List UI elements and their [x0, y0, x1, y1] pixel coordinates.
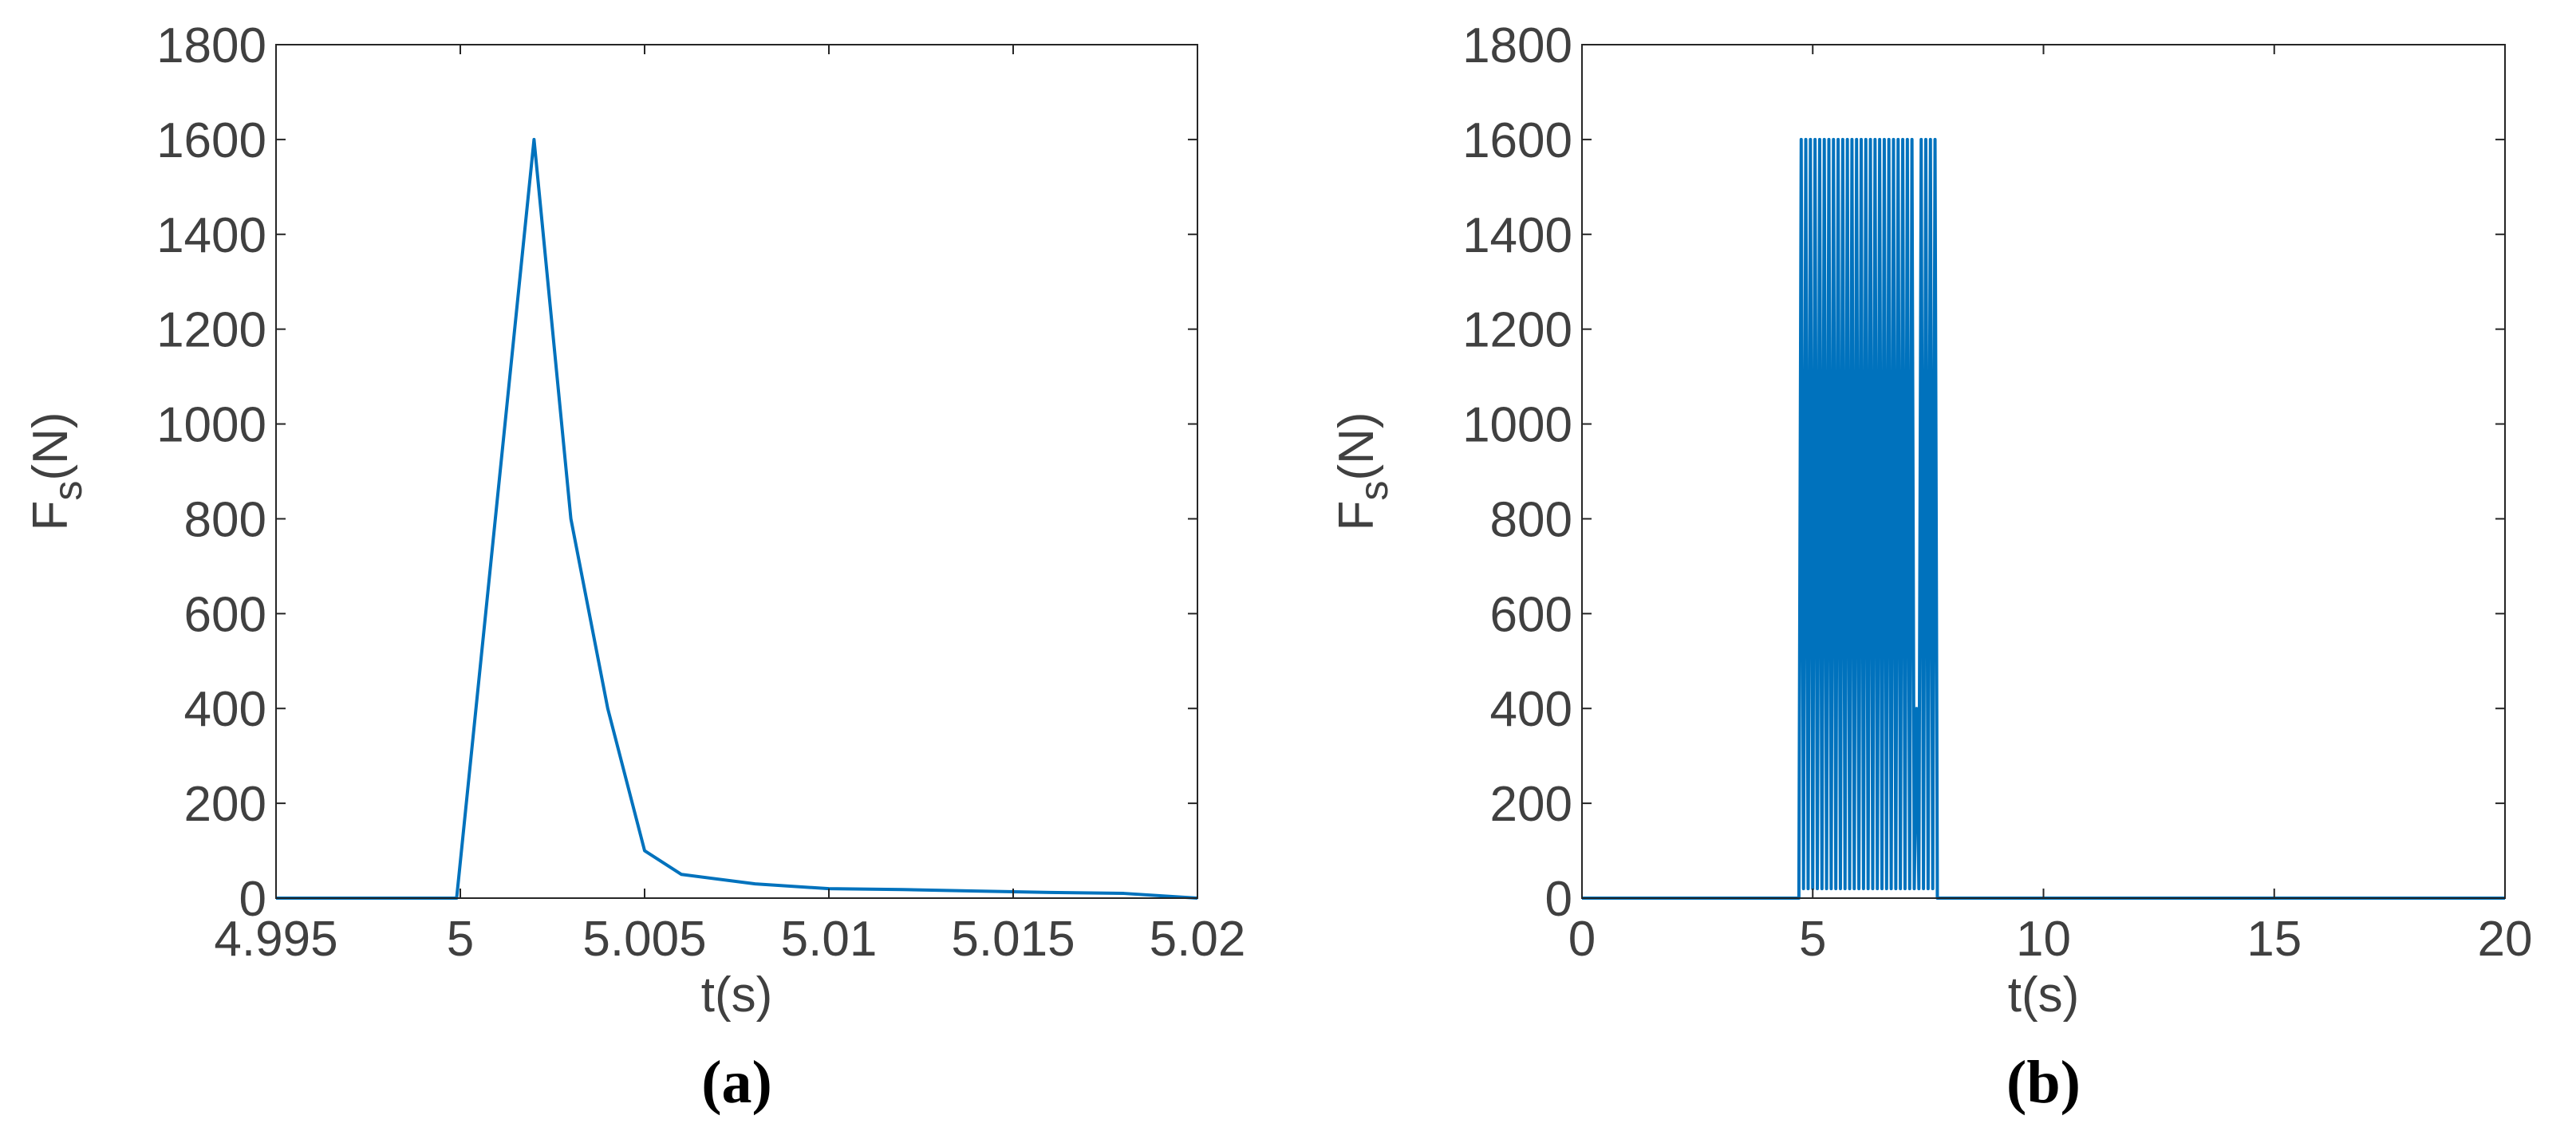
x-tick-label: 5 [1799, 912, 1826, 967]
panel-caption: (a) [701, 1049, 772, 1116]
x-tick-label: 4.995 [214, 912, 337, 967]
y-tick-label: 1200 [156, 303, 266, 358]
y-tick-label: 1200 [1462, 303, 1572, 358]
x-tick-label: 20 [2478, 912, 2533, 967]
y-tick-label: 1600 [1462, 113, 1572, 168]
y-tick-label: 1000 [1462, 398, 1572, 453]
y-tick-label: 1800 [1462, 18, 1572, 73]
x-tick-label: 5.01 [781, 912, 878, 967]
y-tick-label: 200 [1490, 777, 1572, 832]
plot-frame [275, 44, 1198, 899]
y-axis-label-part: (N) [1329, 412, 1384, 481]
y-axis-label-part: F [1329, 501, 1384, 531]
y-tick-label: 800 [184, 492, 266, 547]
y-tick-label: 1400 [156, 208, 266, 263]
y-tick-label: 600 [184, 587, 266, 642]
x-tick-label: 0 [1568, 912, 1596, 967]
x-tick-label: 5 [447, 912, 474, 967]
y-tick-label: 400 [1490, 682, 1572, 737]
x-axis-label: t(s) [2008, 968, 2080, 1023]
data-line [276, 137, 1198, 900]
y-tick-label: 600 [1490, 587, 1572, 642]
y-tick-label: 1600 [156, 113, 266, 168]
y-axis-label-part: F [23, 501, 78, 531]
y-axis-label: Fs(N) [1329, 412, 1396, 531]
y-axis-label: Fs(N) [23, 412, 90, 531]
y-axis-label-part: s [1351, 481, 1396, 501]
y-tick-label: 0 [239, 872, 266, 927]
x-tick-label: 10 [2016, 912, 2071, 967]
y-tick-label: 1000 [156, 398, 266, 453]
y-tick-label: 1400 [1462, 208, 1572, 263]
y-axis-label-part: (N) [23, 412, 78, 481]
y-tick-label: 400 [184, 682, 266, 737]
x-axis-label: t(s) [701, 968, 773, 1023]
panel-caption: (b) [2006, 1049, 2081, 1116]
plot-frame [1581, 44, 2506, 899]
x-tick-label: 5.005 [582, 912, 706, 967]
y-tick-label: 800 [1490, 492, 1572, 547]
y-tick-label: 200 [184, 777, 266, 832]
x-tick-label: 15 [2247, 912, 2302, 967]
data-line [1582, 137, 2505, 900]
y-axis-label-part: s [45, 481, 90, 501]
y-tick-label: 0 [1545, 872, 1572, 927]
x-tick-label: 5.015 [951, 912, 1075, 967]
y-tick-label: 1800 [156, 18, 266, 73]
x-tick-label: 5.02 [1150, 912, 1246, 967]
